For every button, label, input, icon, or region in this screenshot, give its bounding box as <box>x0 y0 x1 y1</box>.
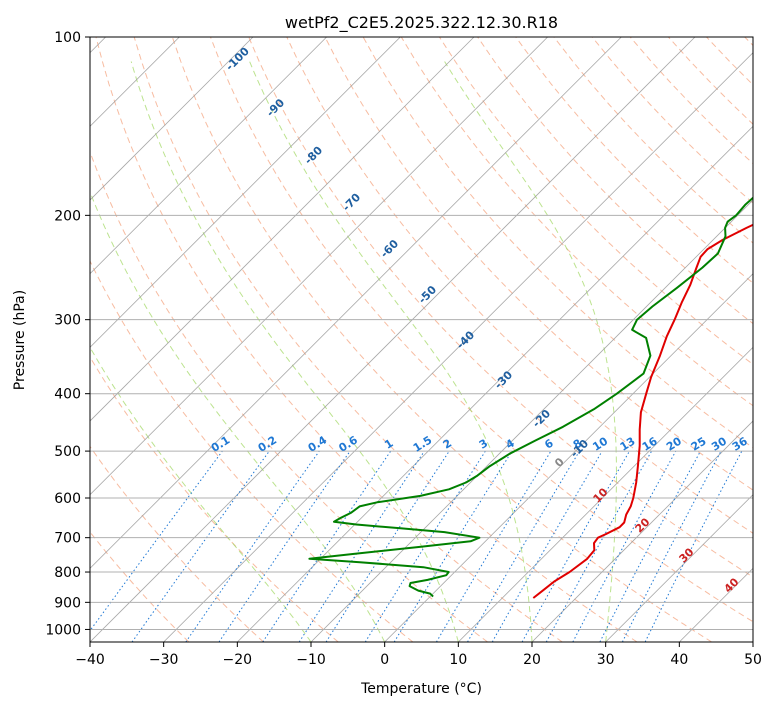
dry-adiabat <box>515 37 753 284</box>
isotherm-label: 40 <box>722 575 742 595</box>
y-tick-label: 300 <box>54 313 81 329</box>
dry-adiabat <box>133 37 638 642</box>
temperature-line <box>532 223 753 599</box>
background-lines <box>90 37 753 642</box>
x-tick-label: 30 <box>597 652 615 668</box>
plot-frame <box>89 36 754 643</box>
skewed-isotherm <box>531 420 753 642</box>
dry-adiabat-label: -20 <box>530 407 553 430</box>
mixing-ratio-line <box>545 450 653 642</box>
isotherm-label: 30 <box>677 545 697 565</box>
y-axis-ticks: 100 200 300 400 500 600 700 800 900 1000 <box>45 30 90 638</box>
x-tick-label: −30 <box>149 652 179 668</box>
x-tick-label: 20 <box>523 652 541 668</box>
x-tick-label: −40 <box>75 652 105 668</box>
moist-adiabat <box>249 61 533 642</box>
isotherm-label: 20 <box>633 515 653 535</box>
isotherm-label: 0 <box>552 455 567 470</box>
mixing-ratio-label: 2 <box>441 437 454 452</box>
dry-adiabat <box>286 37 753 534</box>
mixing-ratio-line <box>467 450 580 642</box>
x-tick-label: 40 <box>670 652 688 668</box>
mixing-ratio-line <box>298 450 425 642</box>
dry-adiabat <box>95 37 563 642</box>
x-tick-label: 10 <box>449 652 467 668</box>
y-tick-label: 800 <box>54 565 81 581</box>
skewed-isotherm <box>90 37 548 496</box>
y-tick-label: 600 <box>54 491 81 507</box>
y-tick-label: 1000 <box>45 622 81 638</box>
y-tick-label: 400 <box>54 387 81 403</box>
mixing-ratio-line <box>90 450 223 632</box>
dry-adiabat <box>171 37 712 642</box>
mixing-ratio-line <box>393 450 513 642</box>
dry-adiabat-label: -50 <box>416 283 439 306</box>
x-tick-label: 0 <box>380 652 389 668</box>
y-tick-label: 700 <box>54 531 81 547</box>
dry-adiabat <box>90 531 190 642</box>
moist-adiabat <box>130 61 459 642</box>
x-axis-label: Temperature (°C) <box>360 681 482 697</box>
dry-adiabat-label: -30 <box>492 368 515 391</box>
y-tick-label: 900 <box>54 595 81 611</box>
skewed-isotherm <box>90 37 327 275</box>
dry-adiabat <box>553 37 753 244</box>
pressure-gridlines <box>90 37 753 630</box>
mixing-ratio-line <box>262 450 392 642</box>
y-tick-label: 100 <box>54 30 81 46</box>
profile-series <box>308 196 753 599</box>
skewed-isotherm <box>163 52 753 642</box>
mixing-ratio-line <box>185 450 320 642</box>
dry-adiabat <box>210 37 753 623</box>
skewed-isotherm <box>752 641 753 642</box>
x-tick-label: −10 <box>296 652 326 668</box>
dry-adiabat <box>706 37 753 86</box>
chart-title: wetPf2_C2E5.2025.322.12.30.R18 <box>285 13 558 33</box>
y-axis-label: Pressure (hPa) <box>12 290 28 390</box>
dry-adiabat <box>90 356 339 642</box>
dry-adiabat <box>90 150 488 642</box>
dry-adiabat <box>744 37 753 47</box>
skewed-isotherm <box>90 37 622 569</box>
skewed-isotherm <box>237 125 753 642</box>
dewpoint-line <box>308 196 753 598</box>
dry-adiabat <box>90 445 264 642</box>
dry-adiabat <box>324 37 753 491</box>
x-tick-label: 50 <box>744 652 762 668</box>
mixing-ratio-line <box>644 450 743 642</box>
skewed-isotherm <box>605 494 753 642</box>
skewed-isotherm <box>90 37 254 201</box>
mixing-ratio-line <box>218 450 351 642</box>
skewed-isotherm <box>90 37 475 422</box>
mixing-ratio-label: 4 <box>503 436 517 451</box>
y-tick-label: 500 <box>54 444 81 460</box>
mixing-ratio-label: 6 <box>542 436 556 451</box>
skewed-isotherm <box>90 37 401 348</box>
skewed-isotherm <box>90 37 696 642</box>
moist-adiabat <box>90 346 312 642</box>
x-axis-ticks: −40 −30 −20 −10 0 10 20 30 40 50 <box>75 642 762 668</box>
dry-adiabat-label: -60 <box>378 237 401 260</box>
dry-adiabat-label: -100 <box>223 44 252 73</box>
dry-adiabat <box>248 37 753 578</box>
moist-adiabat <box>90 190 386 642</box>
dry-adiabat-label: -80 <box>302 144 325 167</box>
mixing-ratio-line <box>521 450 630 642</box>
dry-adiabat-label: -70 <box>340 190 363 213</box>
skewed-isotherm <box>384 273 753 642</box>
mixing-ratio-line <box>435 450 552 642</box>
mixing-ratio-line <box>572 450 677 642</box>
dry-adiabat <box>90 259 414 642</box>
isotherm-label: 10 <box>591 485 611 505</box>
y-tick-label: 200 <box>54 208 81 224</box>
skewed-isotherm <box>679 567 753 642</box>
moist-adiabat <box>444 61 617 642</box>
mixing-ratio-line <box>131 450 270 642</box>
skewed-isotherm <box>458 346 753 642</box>
skewed-isotherm <box>310 199 753 642</box>
x-tick-label: −20 <box>223 652 253 668</box>
dry-adiabat-label: -90 <box>264 96 287 119</box>
